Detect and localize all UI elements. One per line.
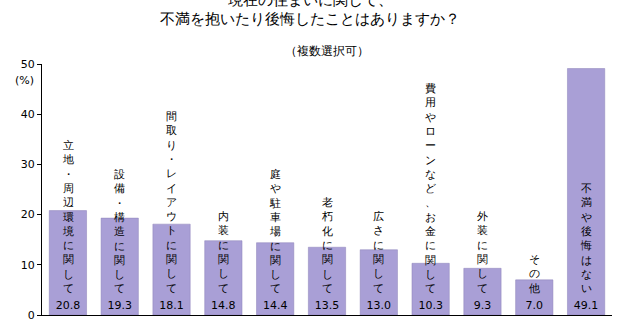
svg-text:50: 50 (21, 58, 35, 71)
svg-text:14.4: 14.4 (263, 299, 288, 312)
svg-text:9.3: 9.3 (474, 299, 492, 312)
svg-text:13.5: 13.5 (315, 299, 340, 312)
svg-text:40: 40 (21, 108, 35, 121)
svg-text:外装に関して: 外装に関して (477, 210, 488, 295)
svg-text:19.3: 19.3 (107, 299, 132, 312)
svg-text:費用やローンなど、お金に関して: 費用やローンなど、お金に関して (425, 82, 436, 295)
svg-text:0: 0 (28, 309, 35, 322)
svg-text:設備・構造に関して: 設備・構造に関して (114, 168, 125, 295)
svg-text:その他: その他 (529, 253, 540, 295)
svg-text:老朽化に関して: 老朽化に関して (321, 196, 333, 295)
svg-text:20.8: 20.8 (56, 299, 81, 312)
svg-text:10.3: 10.3 (418, 299, 443, 312)
svg-text:立地・周辺環境に関して: 立地・周辺環境に関して (62, 139, 74, 295)
svg-text:20: 20 (21, 208, 35, 221)
svg-text:間取り・レイアウトに関して: 間取り・レイアウトに関して (166, 110, 177, 295)
svg-text:10: 10 (21, 259, 35, 272)
svg-text:18.1: 18.1 (159, 299, 184, 312)
svg-text:広さに関して: 広さに関して (373, 210, 384, 295)
svg-text:14.8: 14.8 (211, 299, 236, 312)
svg-text:13.0: 13.0 (367, 299, 392, 312)
svg-text:（複数選択可）: （複数選択可） (285, 44, 369, 58)
svg-text:現在の住まいに関して、不満を抱いたり後悔したことはありますか: 現在の住まいに関して、不満を抱いたり後悔したことはありますか？ (160, 0, 460, 28)
svg-text:(%): (%) (15, 74, 34, 87)
svg-text:7.0: 7.0 (526, 299, 544, 312)
svg-text:庭や駐車場に関して: 庭や駐車場に関して (269, 168, 281, 295)
svg-text:不満や後悔はない: 不満や後悔はない (580, 182, 592, 295)
svg-text:49.1: 49.1 (574, 299, 599, 312)
svg-text:内装に関して: 内装に関して (218, 210, 229, 295)
svg-text:30: 30 (21, 158, 35, 171)
